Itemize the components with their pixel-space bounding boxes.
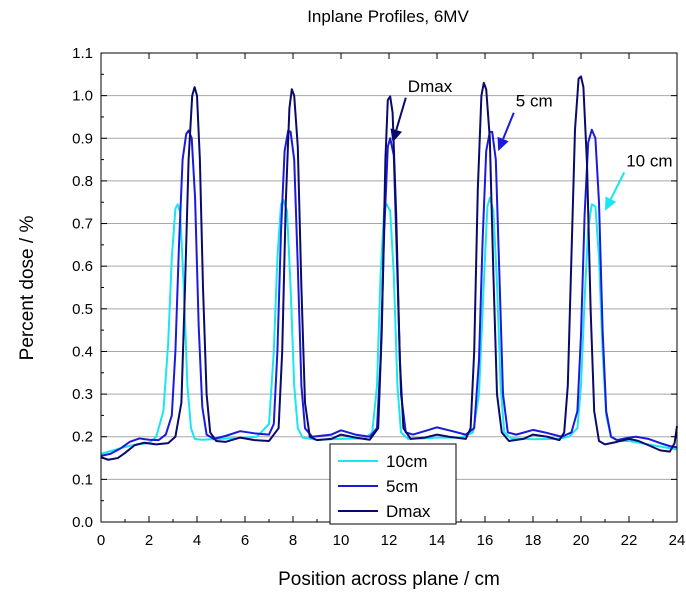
y-tick-label: 0.8 (72, 173, 93, 190)
annotation-arrow-head (497, 136, 509, 152)
annotation-label: Dmax (408, 77, 453, 96)
annotation-arrow-head (605, 196, 617, 211)
x-tick-label: 12 (381, 532, 398, 549)
legend-label: Dmax (386, 502, 431, 521)
x-tick-label: 24 (669, 532, 686, 549)
y-tick-label: 1.0 (72, 88, 93, 105)
x-axis-title: Position across plane / cm (278, 569, 500, 590)
legend-label: 5cm (386, 477, 418, 496)
chart-title: Inplane Profiles, 6MV (307, 7, 469, 26)
annotation-label: 5 cm (516, 92, 553, 111)
series-line-dmax (100, 75, 678, 461)
y-tick-label: 1.1 (72, 45, 93, 62)
grid-lines (101, 95, 677, 480)
x-tick-label: 8 (289, 532, 297, 549)
legend-label: 10cm (386, 452, 428, 471)
y-tick-label: 0.5 (72, 301, 93, 318)
x-tick-label: 6 (241, 532, 249, 549)
annotations: Dmax 5 cm 10 cm (390, 77, 672, 211)
y-tick-label: 0.9 (72, 130, 93, 147)
y-tick-label: 0.2 (72, 429, 93, 446)
x-tick-label: 4 (193, 532, 201, 549)
annotation-arrow-shaft (609, 171, 626, 200)
series-layer (100, 75, 678, 461)
x-tick-label: 20 (573, 532, 590, 549)
annotation-arrow-shaft (502, 112, 515, 140)
x-tick-label: 0 (97, 532, 105, 549)
annotation-label: 10 cm (626, 151, 672, 170)
legend: 10cm 5cm Dmax (329, 443, 457, 525)
y-tick-label: 0.3 (72, 386, 93, 403)
x-tick-label: 22 (621, 532, 638, 549)
annotation-arrow-shaft (395, 97, 407, 131)
x-tick-label: 10 (333, 532, 350, 549)
y-tick-label: 0.6 (72, 258, 93, 275)
x-tick-label: 18 (525, 532, 542, 549)
y-tick-label: 0.0 (72, 514, 93, 531)
x-tick-label: 14 (429, 532, 446, 549)
axis-ticks: 0.00.10.20.30.40.50.60.70.80.91.01.10 2 4 6… (72, 45, 685, 549)
series-line-5cm (100, 128, 678, 457)
y-tick-label: 0.7 (72, 216, 93, 233)
x-tick-label: 2 (145, 532, 153, 549)
x-tick-label: 16 (477, 532, 494, 549)
y-axis-title: Percent dose / % (17, 216, 38, 361)
y-tick-label: 0.4 (72, 343, 93, 360)
annotation-arrow-head (390, 128, 403, 143)
y-tick-label: 0.1 (72, 471, 93, 488)
series-line-10cm (100, 196, 678, 455)
